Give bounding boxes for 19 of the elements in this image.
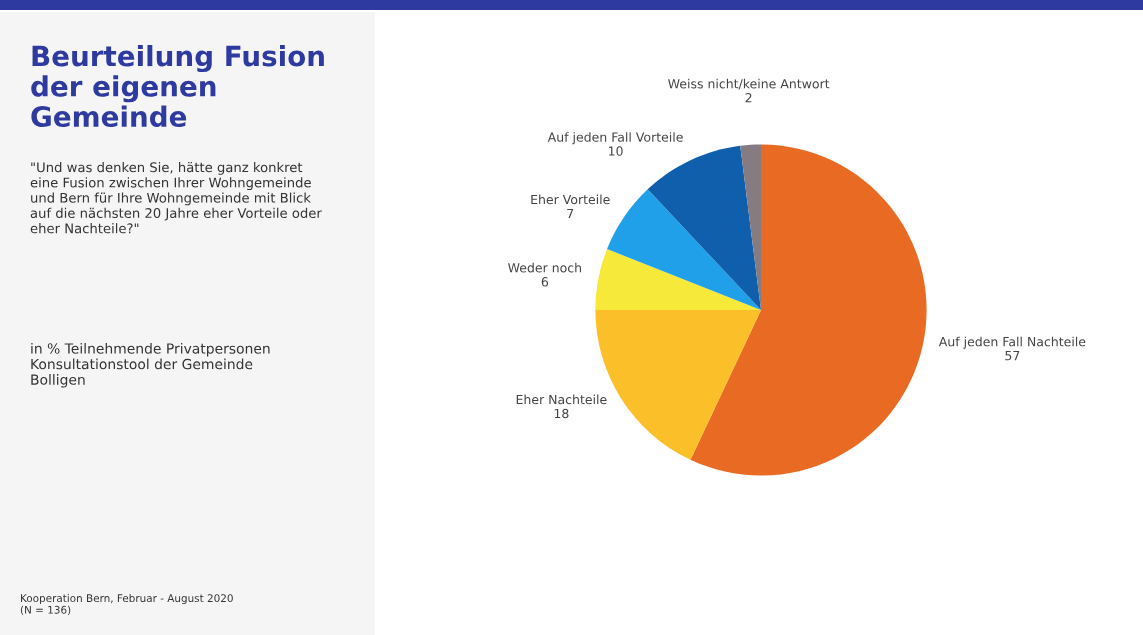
slice-label: Eher Nachteile (516, 394, 607, 405)
data-label: 7 (567, 208, 574, 219)
text: Beurteilung Fusion der eigenen Gemeinde (31, 45, 324, 128)
data-label: 2 (745, 93, 752, 103)
text: Kooperation Bern, Februar - August 2020 (N = 136) (20, 594, 233, 615)
slice-label: Auf jeden Fall Vorteile (547, 132, 683, 145)
pie-slice (647, 145, 761, 310)
data-label: 57 (1005, 351, 1020, 361)
slice-label: Weiss nicht/keine Antwort (668, 78, 830, 90)
slice-label: Auf jeden Fall Nachteile (938, 336, 1086, 349)
data-label: 18 (554, 408, 569, 419)
data-label: 6 (541, 277, 549, 287)
slice-label: Eher Vorteile (531, 194, 610, 205)
pie-slice (595, 249, 761, 310)
text: in % Teilnehmende Privatpersonen Konsultationstool der Gemeinde Bolligen (31, 343, 270, 388)
slice-label: Weder noch (508, 262, 581, 273)
pie-slice (690, 144, 927, 476)
text: "Und was denken Sie, hätte ganz konkret eine Fusion zwischen Ihrer Wohngemeinde und Bern für Ihre Wohngemeinde mit Blick auf die nächsten 20 Jahre eher Vorteile oder eher Nachteile?" (30, 162, 322, 234)
data-label: 10 (608, 146, 623, 156)
